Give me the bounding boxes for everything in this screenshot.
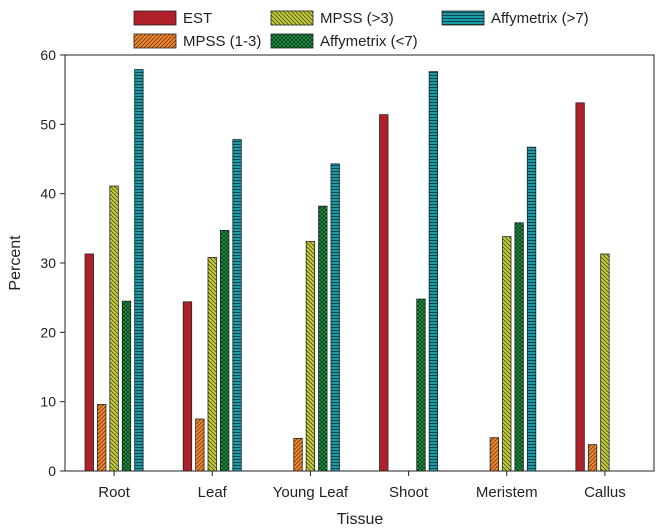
bar-mpss-1-3-meristem [489,437,500,472]
bar-mpss-3-callus [600,253,610,472]
x-tick-label-callus: Callus [584,484,626,501]
legend-label-mpss-1-3: MPSS (1-3) [183,33,261,50]
bar-affymetrix-7-meristem [514,222,524,472]
bar-affymetrix-7-shoot [428,71,439,472]
x-tick-label-shoot: Shoot [389,484,429,501]
bar-affymetrix-7-root [134,69,144,472]
legend-item-mpss-1-3: MPSS (1-3) [133,33,261,50]
y-tick-label: 60 [40,47,56,63]
bar-mpss-3-leaf [207,257,217,472]
bar-mpss-1-3-root [97,404,107,472]
legend-label-mpss-3: MPSS (>3) [320,10,394,27]
legend-swatch-mpss-3 [270,10,314,26]
y-tick-label: 10 [40,394,56,410]
legend-swatch-affymetrix-lt7 [270,33,314,49]
legend-item-affymetrix-gt7: Affymetrix (>7) [441,10,589,27]
y-axis-title: Percent [7,235,24,291]
y-tick-label: 50 [40,116,56,132]
x-axis-ticks: Root Leaf Young Leaf Shoot Meristem Callus [98,471,626,501]
bar-mpss-1-3-leaf [195,418,205,472]
bars [84,69,610,472]
legend-swatch-affymetrix-gt7 [441,10,485,26]
legend-item-est: EST [133,10,212,27]
bar-mpss-1-3-young-leaf [293,438,303,472]
legend-item-affymetrix-lt7: Affymetrix (<7) [270,33,418,50]
plot-frame [64,54,655,472]
bar-est-callus [575,102,585,472]
bar-est-shoot [379,114,389,472]
y-tick-label: 0 [48,463,56,479]
y-tick-label: 30 [40,255,56,271]
bar-mpss-1-3-callus [587,444,598,472]
legend-item-mpss-3: MPSS (>3) [270,10,394,27]
bar-affymetrix-7-shoot [416,298,426,472]
bar-est-leaf [182,301,193,472]
legend-swatch-est [133,10,177,26]
x-axis-title: Tissue [337,511,384,528]
x-tick-label-root: Root [98,484,131,501]
x-tick-label-meristem: Meristem [476,484,538,501]
bar-mpss-3-meristem [502,236,512,472]
bar-mpss-3-root [109,185,119,472]
bar-affymetrix-7-leaf [232,139,242,472]
legend-label-affymetrix-lt7: Affymetrix (<7) [320,33,418,50]
bar-affymetrix-7-young-leaf [318,205,328,472]
y-tick-label: 20 [40,324,56,340]
legend-label-est: EST [183,10,212,27]
bar-est-root [84,253,94,472]
y-axis-ticks: 0 10 20 30 40 50 60 [40,47,65,479]
legend-swatch-mpss-1-3 [133,33,177,49]
legend: EST MPSS (1-3) MPSS (>3) Affymetrix (<7)… [133,10,589,50]
x-tick-label-leaf: Leaf [198,484,228,501]
bar-mpss-3-young-leaf [305,241,316,472]
legend-label-affymetrix-gt7: Affymetrix (>7) [491,10,589,27]
y-tick-label: 40 [40,186,56,202]
bar-affymetrix-7-root [121,300,132,472]
bar-affymetrix-7-leaf [219,230,230,472]
x-tick-label-young-leaf: Young Leaf [273,484,349,501]
bar-affymetrix-7-meristem [526,146,537,472]
bar-affymetrix-7-young-leaf [330,163,340,472]
